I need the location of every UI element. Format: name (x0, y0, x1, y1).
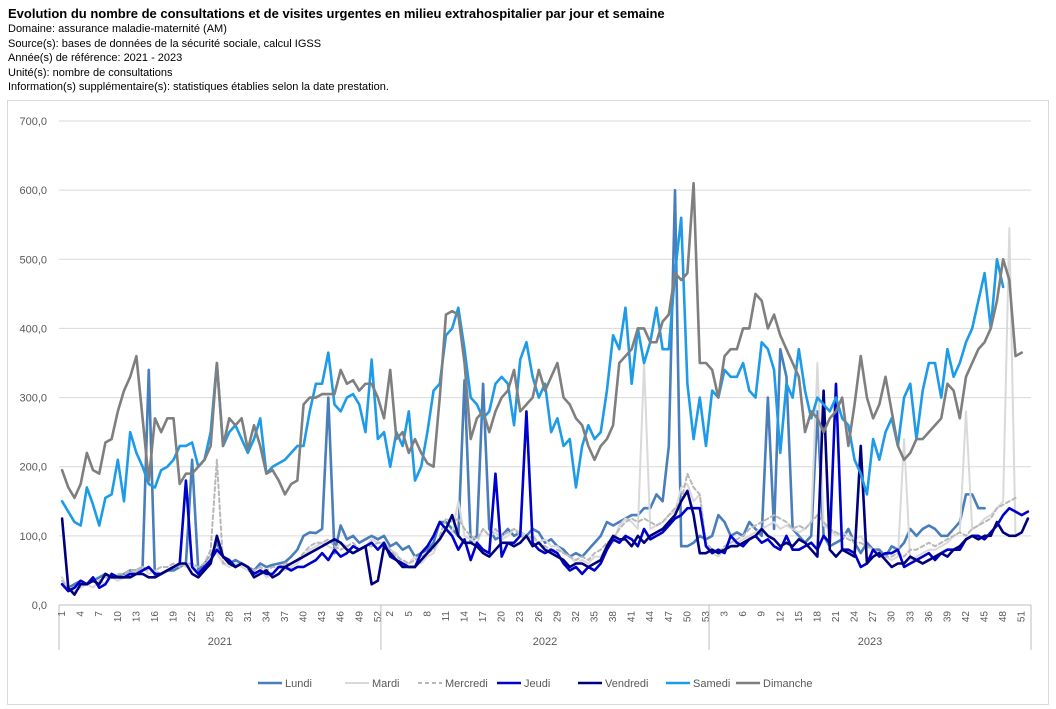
chart-title: Evolution du nombre de consultations et … (8, 6, 665, 21)
x-tick-label: 15 (794, 611, 805, 623)
x-tick-label: 31 (243, 611, 254, 623)
year-label: 2022 (533, 636, 557, 648)
x-tick-label: 38 (608, 611, 619, 623)
x-tick-label: 51 (1017, 611, 1028, 623)
x-tick-label: 26 (534, 611, 545, 623)
y-axis-ticks: 0,0 100,0 200,0 300,0 400,0 500,0 600,0 700,0 (19, 116, 47, 612)
x-tick-label: 20 (497, 611, 508, 623)
y-tick-label: 300,0 (19, 393, 47, 405)
x-tick-label: 39 (942, 611, 953, 623)
x-tick-label: 33 (905, 611, 916, 623)
x-tick-label: 25 (206, 611, 217, 623)
x-tick-label: 5 (404, 611, 415, 617)
x-tick-label: 30 (887, 611, 898, 623)
meta-info: Information(s) supplémentaire(s): statis… (8, 81, 389, 93)
x-tick-label: 9 (757, 611, 768, 617)
legend: Lundi Mardi Mercredi Jeudi Vendredi Samedi Dim… (258, 678, 813, 690)
legend-label-vendredi: Vendredi (605, 678, 648, 690)
x-tick-label: 12 (775, 611, 786, 623)
series-line-mardi (61, 227, 1017, 593)
chart-frame (7, 100, 1049, 705)
meta-unit: Unité(s): nombre de consultations (8, 66, 173, 79)
y-tick-label: 700,0 (19, 116, 47, 128)
x-tick-label: 40 (299, 611, 310, 623)
x-tick-label: 36 (924, 611, 935, 623)
x-tick-label: 24 (850, 611, 861, 623)
x-tick-label: 32 (571, 611, 582, 623)
x-tick-label: 4 (76, 611, 87, 617)
y-tick-label: 100,0 (19, 531, 47, 543)
legend-label-jeudi: Jeudi (524, 678, 550, 690)
x-tick-label: 18 (812, 611, 823, 623)
x-tick-label: 50 (682, 611, 693, 623)
x-tick-label: 43 (317, 611, 328, 623)
x-tick-label: 28 (224, 611, 235, 623)
y-tick-label: 200,0 (19, 462, 47, 474)
gridlines (59, 120, 1031, 537)
x-tick-label: 48 (998, 611, 1009, 623)
x-tick-label: 34 (261, 611, 272, 623)
x-tick-label: 45 (980, 611, 991, 623)
x-tick-label: 41 (627, 611, 638, 623)
x-tick-label: 14 (460, 611, 471, 623)
x-tick-label: 10 (113, 611, 124, 623)
year-label: 2021 (208, 636, 232, 648)
legend-label-dimanche: Dimanche (763, 678, 813, 690)
x-tick-label: 16 (150, 611, 161, 623)
x-tick-label: 2 (385, 611, 396, 617)
meta-source: Source(s): bases de données de la sécuri… (8, 37, 322, 50)
year-label: 2023 (858, 636, 882, 648)
x-tick-label: 21 (831, 611, 842, 623)
legend-label-samedi: Samedi (693, 678, 730, 690)
x-tick-label: 29 (552, 611, 563, 623)
legend-label-lundi: Lundi (285, 678, 312, 690)
y-tick-label: 500,0 (19, 254, 47, 266)
x-tick-label: 13 (131, 611, 142, 623)
y-tick-label: 0,0 (32, 600, 47, 612)
x-tick-label: 35 (590, 611, 601, 623)
x-tick-label: 27 (868, 611, 879, 623)
series-line-lundi (60, 188, 986, 590)
meta-domain: Domaine: assurance maladie-maternité (AM… (8, 23, 227, 35)
legend-label-mercredi: Mercredi (445, 678, 488, 690)
series-line-vendredi (60, 389, 1030, 596)
y-tick-label: 600,0 (19, 185, 47, 197)
x-tick-label: 22 (187, 611, 198, 623)
x-tick-label: 42 (961, 611, 972, 623)
x-tick-label: 53 (701, 611, 712, 623)
x-tick-label: 44 (645, 611, 656, 623)
legend-label-mardi: Mardi (372, 678, 400, 690)
x-tick-label: 23 (515, 611, 526, 623)
x-tick-label: 19 (169, 611, 180, 623)
x-tick-label: 52 (373, 611, 384, 623)
x-tick-label: 46 (336, 611, 347, 623)
x-tick-label: 37 (280, 611, 291, 623)
x-tick-label: 1 (57, 611, 68, 617)
x-tick-label: 8 (422, 611, 433, 617)
series-line-dimanche (60, 181, 1024, 500)
meta-years: Année(s) de référence: 2021 - 2023 (8, 52, 183, 64)
x-tick-label: 49 (354, 611, 365, 623)
x-tick-label: 7 (94, 611, 105, 617)
x-tick-label: 47 (664, 611, 675, 623)
x-tick-label: 17 (478, 611, 489, 623)
x-tick-label: 11 (441, 611, 452, 622)
series-lines (60, 181, 1030, 596)
x-tick-label: 3 (720, 611, 731, 617)
chart-header: Evolution du nombre de consultations et … (8, 5, 1048, 95)
y-tick-label: 400,0 (19, 323, 47, 335)
x-tick-label: 6 (738, 611, 749, 617)
